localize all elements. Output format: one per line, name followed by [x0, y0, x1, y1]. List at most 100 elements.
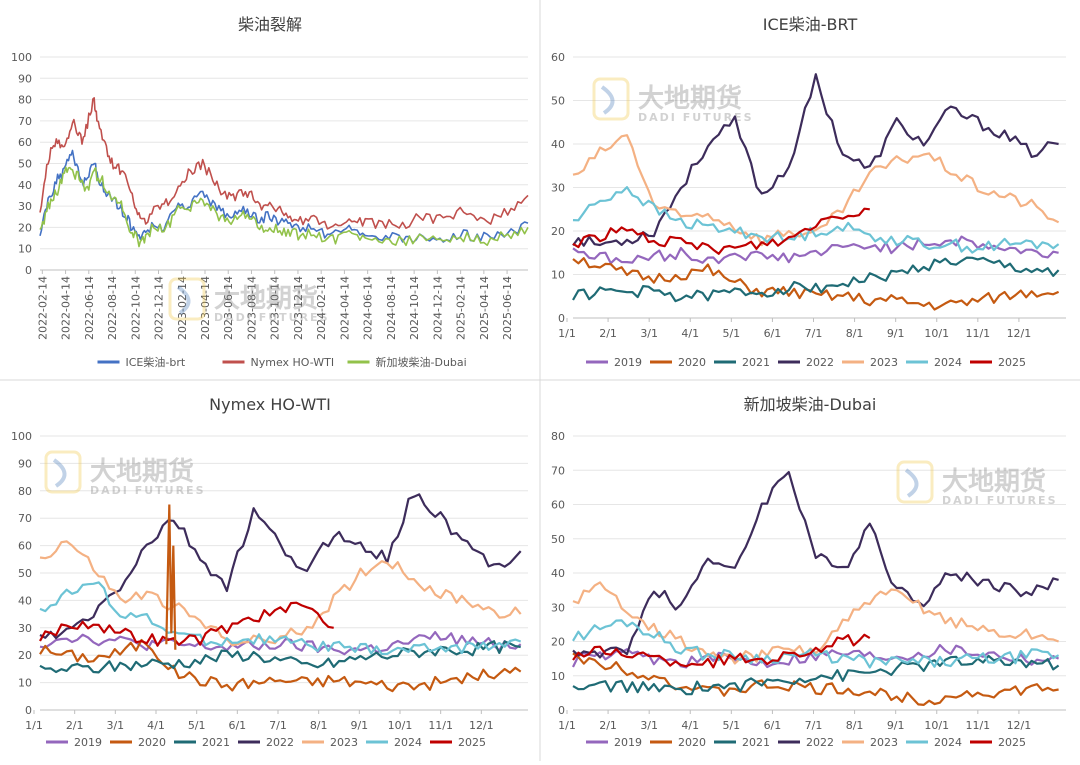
x-tick-label: 5/1 — [722, 327, 740, 340]
x-tick-label: 9/1 — [887, 719, 905, 732]
legend-label: 2021 — [742, 356, 770, 369]
y-tick-label: 100 — [11, 51, 32, 64]
x-tick-label: 5/1 — [722, 719, 740, 732]
x-tick-label: 6/1 — [228, 719, 246, 732]
x-tick-label: 2023-02-14 — [176, 276, 189, 340]
x-tick-label: 2/1 — [66, 719, 84, 732]
x-tick-label: 12/1 — [1007, 327, 1032, 340]
x-tick-label: 11/1 — [428, 719, 453, 732]
watermark-logo-icon — [44, 450, 82, 494]
legend-label: 2023 — [870, 356, 898, 369]
watermark-en: DADI FUTURES — [942, 494, 1058, 507]
chart-singapore-diesel-dubai: 新加坡柴油-Dubai 0 10 20 30 40 50 60 70 80 1/1 2/1 3/1 4/1… — [551, 395, 1066, 749]
series-line-2020 — [39, 638, 522, 693]
x-tick-label: 12/1 — [469, 719, 494, 732]
watermark-swoosh-icon — [904, 468, 919, 498]
y-tick-label: 20 — [551, 636, 565, 649]
legend-label: Nymex HO-WTI — [251, 356, 335, 369]
watermark-swoosh-icon — [52, 458, 67, 488]
series-line-2024 — [39, 581, 522, 656]
x-tick-label: 2025-06-14 — [501, 276, 514, 340]
legend-label: 2022 — [806, 736, 834, 749]
chart-title: Nymex HO-WTI — [209, 395, 331, 414]
legend: ICE柴油-brt Nymex HO-WTI 新加坡柴油-Dubai — [97, 355, 467, 369]
x-tick-label: 9/1 — [887, 327, 905, 340]
x-tick-label: 2025-02-14 — [455, 276, 468, 340]
watermark-en: DADI FUTURES — [214, 311, 330, 324]
y-tick-label: 0 — [25, 704, 32, 717]
watermark-swoosh-icon — [176, 285, 191, 315]
x-tick-label: 2024-12-14 — [431, 276, 444, 340]
x-tick-label: 1/1 — [558, 327, 576, 340]
y-tick-label: 50 — [551, 95, 565, 108]
x-tick-label: 7/1 — [805, 327, 823, 340]
x-tick-label: 10/1 — [924, 719, 949, 732]
series-line-2020 — [572, 652, 1059, 706]
y-tick-label: 40 — [18, 594, 32, 607]
y-tick-label: 60 — [18, 136, 32, 149]
x-tick-label: 7/1 — [805, 719, 823, 732]
series-line-2021 — [572, 256, 1060, 303]
y-tick-label: 60 — [551, 499, 565, 512]
y-tick-label: 90 — [18, 72, 32, 85]
watermark-swoosh-icon — [600, 85, 615, 115]
legend: 2019 2020 2021 2022 2023 2024 2025 — [586, 736, 1026, 749]
legend-label: 2019 — [614, 736, 642, 749]
chart-title: ICE柴油-BRT — [763, 15, 858, 34]
y-tick-label: 10 — [551, 670, 565, 683]
legend-label: 2025 — [998, 736, 1026, 749]
y-tick-label: 80 — [551, 430, 565, 443]
x-tick-label: 3/1 — [640, 719, 658, 732]
x-tick-label: 3/1 — [640, 327, 658, 340]
y-tick-label: 40 — [551, 138, 565, 151]
x-tick-label: 4/1 — [681, 327, 699, 340]
y-tick-label: 20 — [18, 221, 32, 234]
legend-label: 新加坡柴油-Dubai — [376, 355, 467, 369]
y-tick-label: 40 — [551, 567, 565, 580]
series-line-Nymex HO-WTI — [39, 97, 529, 230]
legend-label: 2023 — [870, 736, 898, 749]
chart-ice-diesel-brt: ICE柴油-BRT 0 10 20 30 40 50 60 1/1 2/1 3/1 4/1 5/1 6/1… — [551, 15, 1066, 369]
series-group — [39, 97, 529, 248]
x-tick-label: 2022-10-14 — [129, 276, 142, 340]
x-tick-label: 9/1 — [350, 719, 368, 732]
x-tick-label: 2022-02-14 — [36, 276, 49, 340]
x-tick-label: 2023-10-14 — [269, 276, 282, 340]
legend: 2019 2020 2021 2022 2023 2024 2025 — [586, 356, 1026, 369]
legend-label: 2024 — [394, 736, 422, 749]
x-tick-label: 2024-08-14 — [385, 276, 398, 340]
series-line-2022 — [572, 471, 1059, 659]
legend-label: 2019 — [614, 356, 642, 369]
legend-label: 2023 — [330, 736, 358, 749]
y-tick-label: 80 — [18, 94, 32, 107]
series-line-2022 — [39, 493, 522, 640]
x-tick-label: 10/1 — [924, 327, 949, 340]
x-tick-label: 2/1 — [599, 327, 617, 340]
series-group — [39, 493, 522, 693]
y-tick-label: 40 — [18, 179, 32, 192]
watermark-en: DADI FUTURES — [90, 484, 206, 497]
x-tick-label: 10/1 — [388, 719, 413, 732]
y-tick-label: 20 — [18, 649, 32, 662]
legend: 2019 2020 2021 2022 2023 2024 2025 — [46, 736, 486, 749]
chart-nymex-ho-wti: Nymex HO-WTI 0 10 20 30 40 50 60 70 80 90 100 1/1 2/1… — [11, 395, 528, 749]
y-tick-label: 20 — [551, 225, 565, 238]
series-line-2025 — [572, 633, 871, 669]
watermark-en: DADI FUTURES — [638, 111, 754, 124]
legend-label: 2025 — [458, 736, 486, 749]
series-spike-2020 — [165, 504, 177, 650]
x-tick-label: 2023-06-14 — [222, 276, 235, 340]
x-tick-label: 11/1 — [965, 327, 990, 340]
x-tick-label: 2024-06-14 — [362, 276, 375, 340]
y-tick-label: 30 — [18, 200, 32, 213]
y-tick-label: 0 — [25, 264, 32, 277]
watermark-cn: 大地期货 — [638, 83, 742, 114]
y-tick-label: 70 — [18, 115, 32, 128]
watermark-cn: 大地期货 — [942, 466, 1046, 497]
y-tick-label: 0 — [558, 704, 565, 717]
watermark-cn: 大地期货 — [90, 456, 194, 487]
series-line-2020 — [572, 257, 1060, 311]
y-tick-label: 70 — [551, 464, 565, 477]
